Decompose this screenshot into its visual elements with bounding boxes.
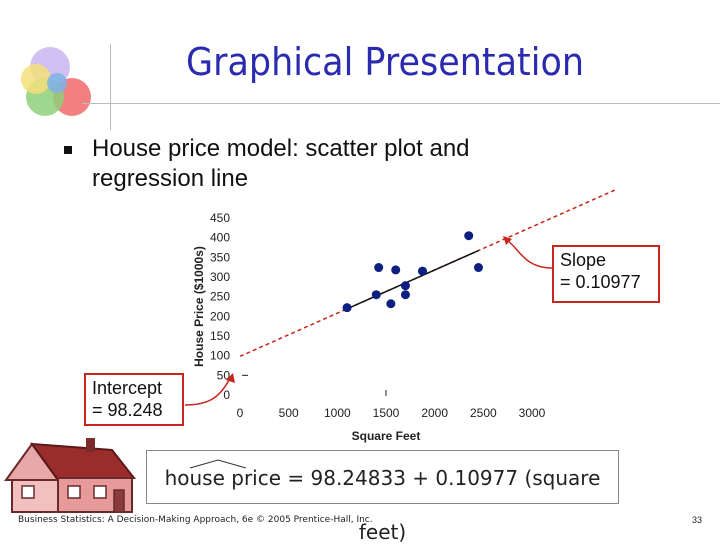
y-tick-label: 300 (210, 270, 230, 284)
data-point (386, 299, 396, 309)
data-point (342, 303, 352, 313)
slide-title: Graphical Presentation (186, 40, 584, 84)
data-point (473, 263, 483, 273)
bullet-square-icon (64, 146, 72, 154)
data-point (464, 231, 474, 241)
y-tick-label: 350 (210, 250, 230, 264)
x-tick-label: 1000 (324, 406, 351, 420)
slope-arrowhead-icon (503, 236, 512, 245)
y-tick-label: 200 (210, 309, 230, 323)
slope-callout: Slope = 0.10977 (552, 245, 660, 303)
slope-callout-line2: = 0.10977 (560, 272, 641, 292)
intercept-callout: Intercept = 98.248 (84, 373, 184, 426)
x-tick-label: 3000 (519, 406, 546, 420)
title-divider-horizontal (82, 103, 720, 104)
page-number: 33 (692, 515, 703, 525)
intercept-arrow (184, 377, 231, 406)
y-tick-label: 50 (217, 368, 231, 382)
data-point (374, 263, 384, 273)
fit-line-segment (346, 249, 479, 310)
y-tick-label: 400 (210, 231, 230, 245)
x-tick-label: 1500 (373, 406, 400, 420)
y-tick-label: 450 (210, 211, 230, 225)
x-tick-label: 2500 (470, 406, 497, 420)
slope-arrow (506, 239, 553, 269)
y-tick-label: 0 (223, 388, 230, 402)
x-tick-label: 500 (279, 406, 299, 420)
house-icon (4, 438, 137, 513)
regression-equation-box: house price = 98.24833 + 0.10977 (square… (146, 450, 619, 544)
bullet-text: House price model: scatter plot and regr… (92, 135, 470, 192)
y-tick-label: 150 (210, 329, 230, 343)
intercept-callout-line2: = 98.248 (92, 400, 163, 420)
data-point (400, 290, 410, 300)
scatter-chart: 0 50 100 150 200 250 300 350 400 450 0 500 1000 1500 2… (184, 189, 616, 443)
data-point (418, 266, 427, 276)
data-point (391, 265, 401, 275)
y-axis-label: House Price ($1000s) (192, 246, 206, 367)
x-axis-label: Square Feet (352, 429, 421, 443)
regression-equation: house price = 98.24833 + 0.10977 (square… (164, 466, 601, 544)
x-tick-label: 2000 (421, 406, 448, 420)
title-divider-vertical (110, 44, 111, 130)
intercept-callout-line1: Intercept (92, 378, 163, 398)
y-tick-label: 250 (210, 290, 230, 304)
y-tick-label: 100 (210, 349, 230, 363)
data-point (371, 290, 381, 300)
x-tick-label: 0 (237, 406, 244, 420)
hat-symbol-icon (189, 459, 247, 469)
data-point (400, 281, 410, 291)
intercept-arrowhead-icon (226, 373, 235, 383)
footer-citation: Business Statistics: A Decision-Making A… (18, 515, 373, 525)
slope-callout-line1: Slope (560, 250, 607, 270)
decorative-logo-icon (21, 47, 91, 116)
